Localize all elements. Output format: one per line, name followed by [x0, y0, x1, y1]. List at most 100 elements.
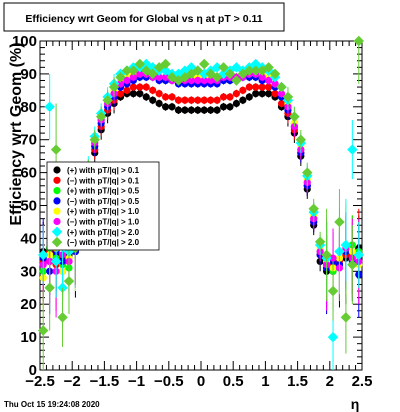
data-point: [181, 96, 189, 104]
data-point: [142, 93, 150, 101]
data-point: [334, 216, 345, 228]
data-point: [269, 68, 281, 80]
data-point: [181, 106, 189, 114]
data-point: [161, 73, 170, 81]
data-point: [219, 103, 228, 111]
data-point: [123, 76, 131, 85]
data-point: [187, 76, 195, 85]
data-point: [108, 81, 120, 93]
y-tick-label: 100: [12, 33, 37, 50]
data-point: [155, 73, 163, 81]
data-point: [213, 96, 221, 104]
title-box: [3, 2, 285, 32]
x-tick-label: −1: [128, 373, 145, 390]
data-point: [245, 83, 253, 91]
data-point: [116, 90, 125, 98]
legend-marker: [53, 207, 61, 215]
data-point: [271, 80, 279, 88]
data-point: [211, 71, 223, 83]
data-point: [207, 106, 215, 114]
data-point: [89, 134, 100, 145]
data-point: [219, 93, 228, 101]
data-point: [155, 90, 163, 98]
y-tick-label: 30: [20, 263, 37, 280]
data-point: [174, 106, 183, 114]
data-point: [276, 81, 287, 93]
x-axis-title: η: [351, 396, 360, 412]
legend-marker: [53, 176, 61, 184]
x-tick-label: 2: [326, 373, 334, 390]
y-axis-title: Efficiency wrt Geom (%): [8, 42, 25, 225]
data-point: [340, 239, 352, 251]
data-point: [258, 90, 266, 98]
data-point: [277, 99, 286, 108]
data-point: [347, 144, 358, 155]
data-point: [231, 75, 242, 86]
data-point: [38, 325, 49, 336]
data-point: [136, 83, 144, 91]
data-point: [252, 83, 260, 91]
data-point: [187, 106, 195, 114]
data-point: [265, 76, 273, 85]
data-point: [252, 90, 260, 98]
data-point: [258, 73, 266, 81]
data-point: [224, 68, 236, 80]
legend-label: (−) with pT/|q| > 0.1: [67, 176, 140, 185]
data-point: [192, 65, 203, 76]
data-point: [271, 90, 279, 98]
data-point: [115, 71, 126, 83]
data-point: [207, 96, 215, 104]
data-point: [218, 62, 229, 73]
data-point: [147, 68, 158, 80]
data-point: [50, 256, 62, 267]
data-point: [207, 76, 215, 85]
legend-marker: [53, 217, 61, 226]
data-point: [282, 91, 294, 103]
x-tick-label: 2.5: [352, 373, 373, 390]
x-tick-label: −0.5: [154, 373, 184, 390]
y-tick-label: 60: [20, 165, 37, 182]
data-point: [168, 93, 176, 101]
data-point: [134, 58, 146, 70]
data-point: [160, 58, 171, 70]
legend-box: [46, 161, 160, 251]
data-point: [327, 285, 339, 297]
data-point: [232, 99, 241, 108]
x-tick-label: 1: [261, 373, 269, 390]
y-tick-label: 0: [29, 362, 37, 379]
y-tick-label: 40: [20, 230, 37, 247]
data-point: [149, 96, 157, 104]
data-series: [38, 35, 364, 370]
x-tick-label: 0: [197, 373, 205, 390]
data-point: [314, 236, 326, 247]
x-tick-label: 1.5: [287, 373, 308, 390]
data-point: [340, 312, 352, 323]
data-point: [321, 249, 332, 261]
data-point: [245, 93, 253, 101]
legend-label: (−) with pT/|q| > 1.0: [67, 218, 140, 227]
data-point: [353, 35, 364, 47]
y-tick-label: 90: [20, 66, 37, 83]
data-point: [302, 167, 313, 178]
data-point: [199, 58, 210, 70]
y-tick-label: 80: [20, 99, 37, 116]
data-point: [129, 83, 137, 91]
data-point: [353, 249, 364, 261]
data-point: [329, 254, 337, 262]
legend-label: (+) with pT/|q| > 1.0: [67, 207, 140, 216]
data-point: [50, 144, 62, 155]
legend-label: (+) with pT/|q| > 0.1: [67, 166, 140, 175]
timestamp: Thu Oct 15 19:24:08 2020: [4, 400, 100, 409]
legend-label: (−) with pT/|q| > 0.5: [67, 197, 140, 206]
legend-marker: [51, 236, 63, 248]
x-tick-label: 0.5: [223, 373, 244, 390]
x-tick-label: −1.5: [90, 373, 120, 390]
data-point: [174, 96, 183, 104]
y-tick-label: 50: [20, 198, 37, 215]
legend-marker: [53, 166, 61, 174]
x-tick-label: −2.5: [25, 373, 55, 390]
data-point: [95, 111, 107, 122]
data-point: [239, 96, 247, 104]
data-point: [200, 106, 208, 114]
data-point: [239, 86, 247, 94]
